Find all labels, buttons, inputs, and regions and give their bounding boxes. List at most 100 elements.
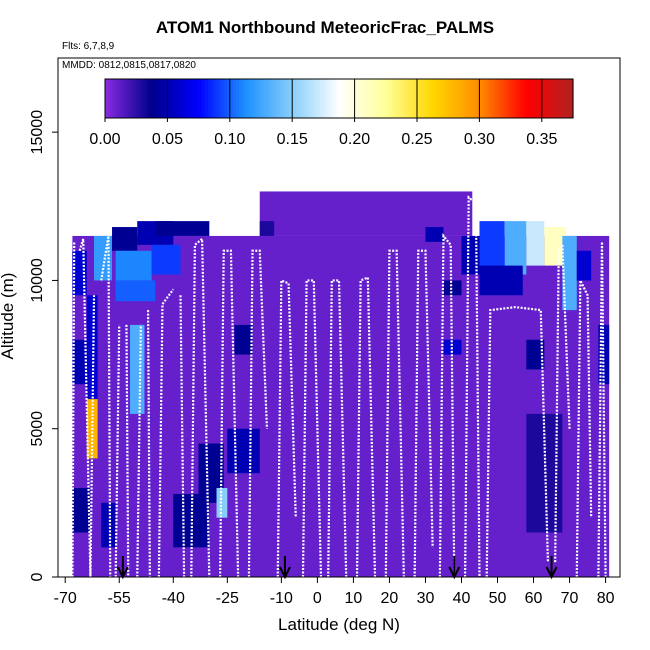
- heatmap-cell: [259, 221, 275, 236]
- colorbar-tick-label: 0.30: [464, 131, 495, 148]
- colorbar-swatch: [398, 79, 402, 118]
- x-tick-label: 20: [381, 590, 399, 607]
- flight-track: [179, 295, 186, 578]
- colorbar-swatch: [232, 79, 237, 118]
- heatmap-cell: [479, 221, 505, 275]
- colorbar-swatch: [513, 79, 518, 118]
- colorbar-swatch: [114, 79, 119, 118]
- colorbar-swatch: [360, 79, 365, 118]
- colorbar-swatch: [164, 79, 168, 118]
- colorbar-swatch: [223, 79, 228, 118]
- colorbar-swatch: [466, 79, 471, 118]
- flight-track: [554, 241, 571, 563]
- colorbar-swatch: [376, 79, 381, 118]
- x-tick-label: -40: [162, 590, 185, 607]
- colorbar-swatch: [192, 79, 197, 118]
- heatmap-cell: [526, 339, 545, 370]
- flight-track: [438, 232, 456, 578]
- colorbar-tick-label: 0.00: [89, 131, 120, 148]
- arrow-head: [545, 566, 558, 580]
- colorbar-swatch: [554, 79, 558, 118]
- heatmap-cell: [72, 339, 87, 385]
- x-tick-label: 80: [597, 590, 615, 607]
- colorbar-swatch: [516, 79, 521, 118]
- colorbar-swatch: [457, 79, 462, 118]
- colorbar-swatch: [382, 79, 387, 118]
- colorbar-swatch: [123, 79, 128, 118]
- plot-frame: [57, 57, 621, 578]
- colorbar-swatch: [195, 79, 200, 118]
- colorbar-swatch: [148, 79, 153, 118]
- colorbar-swatch: [339, 79, 343, 118]
- colorbar-swatch: [426, 79, 431, 118]
- colorbar-swatch: [317, 79, 321, 118]
- colorbar-swatch: [544, 79, 549, 118]
- colorbar-swatch: [495, 79, 499, 118]
- colorbar-swatch: [304, 79, 309, 118]
- colorbar-swatch: [491, 79, 496, 118]
- colorbar-swatch: [532, 79, 537, 118]
- colorbar-swatch: [435, 79, 440, 118]
- colorbar-swatch: [420, 79, 424, 118]
- colorbar-swatch: [254, 79, 259, 118]
- colorbar-swatch: [351, 79, 356, 118]
- x-tick-label: -70: [54, 590, 77, 607]
- colorbar-swatch: [354, 79, 359, 118]
- heatmap-cell: [112, 227, 138, 251]
- colorbar-swatch: [551, 79, 555, 118]
- colorbar-swatch: [523, 79, 527, 118]
- flight-track: [146, 310, 151, 578]
- colorbar-swatch: [214, 79, 218, 118]
- colorbar-swatch: [173, 79, 178, 118]
- heatmap-cell: [598, 324, 610, 385]
- colorbar-swatch: [161, 79, 165, 118]
- colorbar-swatch: [270, 79, 275, 118]
- colorbar-swatch: [217, 79, 222, 118]
- x-tick-label: 60: [525, 590, 543, 607]
- colorbar-swatch: [167, 79, 172, 118]
- colorbar-tick-label: 0.10: [214, 131, 245, 148]
- y-tick-label: 0: [29, 572, 46, 581]
- colorbar-swatch: [176, 79, 181, 118]
- heatmap-cell: [130, 324, 145, 414]
- flight-track: [413, 249, 434, 578]
- colorbar-swatch: [535, 79, 540, 118]
- flight-track: [219, 249, 240, 578]
- colorbar-swatch: [379, 79, 384, 118]
- colorbar-tick-label: 0.35: [526, 131, 557, 148]
- x-tick-label: 30: [417, 590, 435, 607]
- y-tick-label: 10000: [29, 258, 46, 303]
- colorbar-swatch: [569, 79, 574, 118]
- x-tick-label: -25: [216, 590, 239, 607]
- colorbar-swatch: [220, 79, 225, 118]
- flight-track: [276, 278, 297, 578]
- colorbar-swatch: [526, 79, 530, 118]
- colorbar-tick-label: 0.25: [401, 131, 432, 148]
- colorbar-swatch: [126, 79, 131, 118]
- colorbar-swatch: [332, 79, 337, 118]
- colorbar-swatch: [267, 79, 271, 118]
- colorbar-swatch: [407, 79, 412, 118]
- heatmap-cell: [72, 488, 91, 533]
- flight-track: [247, 249, 269, 578]
- arrow-head: [448, 566, 461, 580]
- heatmap-cell: [479, 265, 523, 296]
- colorbar-swatch: [105, 79, 109, 118]
- chart-title: ATOM1 Northbound MeteoricFrac_PALMS: [155, 18, 495, 37]
- colorbar-swatch: [142, 79, 147, 118]
- colorbar-swatch: [295, 79, 300, 118]
- colorbar-swatch: [370, 79, 374, 118]
- colorbar-swatch: [207, 79, 212, 118]
- colorbar-swatch: [417, 79, 421, 118]
- colorbar-swatch: [363, 79, 368, 118]
- colorbar-swatch: [441, 79, 446, 118]
- colorbar-swatch: [183, 79, 187, 118]
- colorbar-swatch: [423, 79, 427, 118]
- flight-track: [190, 236, 211, 578]
- colorbar-swatch: [438, 79, 443, 118]
- x-tick-label: 50: [489, 590, 507, 607]
- colorbar-swatch: [276, 79, 281, 118]
- colorbar-swatch: [289, 79, 293, 118]
- flight-track: [327, 279, 348, 578]
